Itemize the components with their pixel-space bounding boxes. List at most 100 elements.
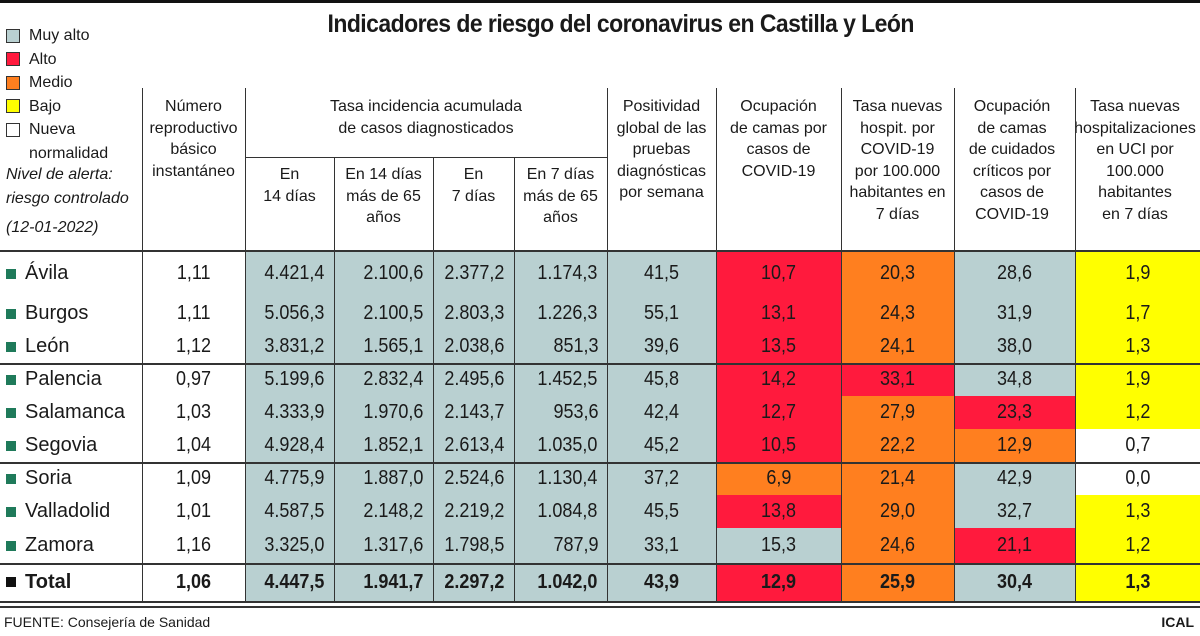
cell-value: 1.174,3 [537,262,598,284]
province-label: León [6,330,70,363]
column-header: En 7 días más de 65 años [514,164,607,229]
cell-value: 2.377,2 [444,262,505,284]
header-line: más de 65 [523,187,598,205]
header-line: 100.000 [1106,162,1164,180]
cell-uci-ocup: 32,7 [954,495,1075,528]
cell-t14-65: 1.565,1 [334,330,433,363]
legend-item-medio: Medio [6,71,108,95]
cell-value: 41,5 [643,262,680,284]
cell-t14: 4.928,4 [245,429,334,462]
cell-value: 45,2 [643,434,680,456]
cell-t14-65: 1.970,6 [334,396,433,429]
cell-t7-65: 1.042,0 [514,563,607,601]
cell-value: 1,16 [175,534,212,556]
header-line: En 7 días [526,166,595,183]
row-divider [0,606,1200,608]
cell-camas: 6,9 [716,462,841,495]
cell-t14: 3.325,0 [245,528,334,563]
cell-camas: 15,3 [716,528,841,563]
cell-r: 1,11 [142,297,245,330]
legend-label: Muy alto [29,27,90,44]
header-line: pruebas [632,141,691,158]
cell-value: 32,7 [996,500,1033,522]
cell-value: 14,2 [760,368,797,390]
cell-t7: 2.524,6 [433,462,514,495]
header-line: en 7 días [1102,205,1168,223]
cell-value: 24,1 [879,335,916,357]
province-name: Valladolid [25,500,111,522]
cell-t14: 4.447,5 [245,563,334,601]
cell-value: 29,0 [879,500,916,522]
header-line: En [463,166,484,183]
header-line: Número [165,98,222,115]
header-line: COVID-19 [741,162,816,180]
province-name: Salamanca [25,401,126,423]
cell-value: 1.887,0 [363,467,424,489]
header-line: global de las [616,119,707,137]
cell-value: 12,9 [996,434,1033,456]
cell-value: 1.084,8 [537,500,598,522]
cell-value: 4.587,5 [264,500,325,522]
cell-uci-ocup: 42,9 [954,462,1075,495]
cell-r: 1,04 [142,429,245,462]
cell-value: 1.226,3 [537,302,598,324]
cell-value: 1,2 [1124,401,1151,423]
cell-value: 2.297,2 [444,570,505,593]
cell-value: 15,3 [760,534,797,556]
cell-t14-65: 2.100,5 [334,297,433,330]
province-label: Valladolid [6,495,110,528]
cell-value: 42,9 [996,467,1033,489]
total-label: Total [6,563,71,601]
cell-value: 27,9 [879,401,916,423]
column-divider [245,88,246,601]
cell-hosp: 25,9 [841,563,954,601]
header-line: Ocupación [973,98,1051,115]
cell-t14: 4.333,9 [245,396,334,429]
cell-pos: 43,9 [607,563,716,601]
header-line: casos de [979,184,1045,201]
cell-value: 25,9 [879,570,916,593]
cell-camas: 13,8 [716,495,841,528]
column-header: En 7 días [433,164,514,207]
cell-value: 39,6 [643,335,680,357]
cell-value: 45,5 [643,500,680,522]
cell-uci: 1,3 [1075,563,1200,601]
bullet-icon [6,577,16,587]
header-line: hospit. por [860,119,935,137]
cell-value: 1,12 [175,335,212,357]
cell-pos: 42,4 [607,396,716,429]
cell-value: 31,9 [996,302,1033,324]
cell-value: 1,09 [175,467,212,489]
cell-value: 0,0 [1124,467,1151,489]
cell-value: 851,3 [553,335,599,357]
cell-value: 42,4 [643,401,680,423]
cell-t7: 2.143,7 [433,396,514,429]
header-line: años [543,209,578,226]
cell-value: 2.100,6 [363,262,424,284]
cell-t14-65: 2.832,4 [334,363,433,396]
cell-t7-65: 1.452,5 [514,363,607,396]
alert-level-note: Nivel de alerta: riesgo controlado (12-0… [6,163,129,240]
cell-t7-65: 787,9 [514,528,607,563]
column-divider [841,88,842,601]
cell-pos: 45,5 [607,495,716,528]
cell-pos: 55,1 [607,297,716,330]
cell-hosp: 27,9 [841,396,954,429]
cell-value: 13,8 [760,500,797,522]
cell-pos: 37,2 [607,462,716,495]
row-divider [0,363,1200,365]
header-line: de casos diagnosticados [338,119,514,137]
column-divider [607,88,608,601]
cell-camas: 10,7 [716,250,841,297]
column-header: En 14 días [245,164,334,207]
cell-t7-65: 1.035,0 [514,429,607,462]
cell-value: 5.056,3 [264,302,325,324]
header-line: Positividad [622,98,701,115]
column-header: Número reproductivo básico instantáneo [142,96,245,182]
alert-line: Nivel de alerta: [6,166,113,183]
legend-item-bajo: Bajo [6,95,108,119]
province-label: Ávila [6,250,68,297]
cell-t7: 2.377,2 [433,250,514,297]
province-label: Soria [6,462,72,495]
cell-value: 1.042,0 [537,570,598,593]
